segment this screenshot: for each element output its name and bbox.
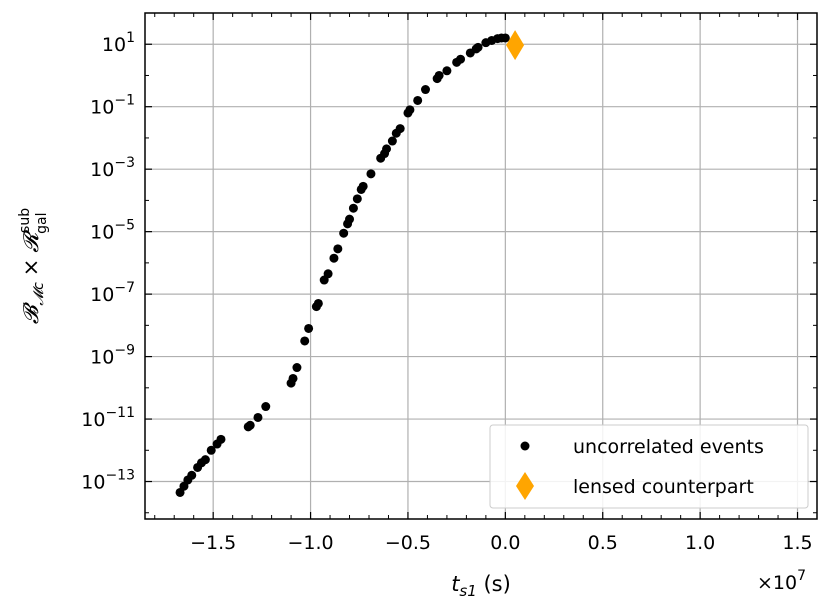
y-tick-label: 10−7 (90, 280, 135, 306)
legend-marker-lensed (516, 472, 534, 500)
y-tick-labels: 101 10−1 10−3 10−5 10−7 10−9 10−11 10−13 (81, 30, 135, 493)
data-point-uncorrelated (473, 42, 483, 52)
data-point-uncorrelated (206, 445, 216, 455)
data-point-uncorrelated (456, 54, 466, 64)
x-tick-label: −0.5 (385, 532, 431, 554)
y-tick-label: 10−5 (90, 218, 135, 244)
x-tick-label: −1.0 (287, 532, 333, 554)
data-point-uncorrelated (300, 336, 310, 346)
y-tick-label: 10−1 (90, 93, 135, 119)
data-point-uncorrelated (434, 70, 444, 80)
data-point-uncorrelated (348, 203, 358, 213)
data-point-uncorrelated (382, 144, 392, 154)
data-point-uncorrelated (395, 124, 405, 134)
data-point-uncorrelated (292, 363, 302, 373)
data-point-uncorrelated (352, 194, 362, 204)
data-point-uncorrelated (420, 85, 430, 95)
y-tick-label: 101 (102, 30, 135, 56)
data-point-uncorrelated (358, 181, 368, 191)
data-point-uncorrelated (413, 95, 423, 105)
y-tick-label: 10−3 (90, 155, 135, 181)
data-point-uncorrelated (366, 169, 376, 179)
x-tick-label: 1.0 (685, 532, 715, 554)
data-point-uncorrelated (261, 402, 271, 412)
data-point-uncorrelated (329, 253, 339, 263)
x-tick-label: 1.5 (782, 532, 812, 554)
legend-label-lensed: lensed counterpart (573, 476, 754, 498)
plot-frame (144, 12, 818, 520)
axis-ticks (145, 12, 818, 519)
data-point-uncorrelated (339, 228, 349, 238)
data-point-uncorrelated (405, 105, 415, 115)
x-tick-labels: −1.5 −1.0 −0.5 0.0 0.5 1.0 1.5 (190, 532, 813, 554)
data-point-uncorrelated (187, 470, 197, 480)
y-axis-label: 𝓑𝓜c×𝓡subgal (17, 208, 50, 324)
data-point-uncorrelated (253, 412, 263, 422)
x-tick-label: 0.0 (490, 532, 520, 554)
x-axis-label: ts1 (s) (451, 572, 511, 600)
data-point-uncorrelated (323, 269, 333, 279)
data-point-uncorrelated (345, 214, 355, 224)
data-point-uncorrelated (288, 373, 298, 383)
y-tick-label: 10−9 (90, 343, 135, 369)
x-offset-label: ×107 (757, 568, 806, 594)
data-point-uncorrelated (216, 434, 226, 444)
data-point-uncorrelated (313, 298, 323, 308)
data-point-uncorrelated (200, 455, 210, 465)
legend: uncorrelated events lensed counterpart (489, 424, 809, 509)
legend-box (489, 424, 809, 509)
data-point-uncorrelated (442, 66, 452, 76)
x-tick-label: −1.5 (190, 532, 236, 554)
data-point-uncorrelated (245, 420, 255, 430)
x-tick-label: 0.5 (588, 532, 618, 554)
data-point-lensed (506, 30, 525, 61)
grid-lines (145, 13, 817, 519)
y-tick-label: 10−11 (81, 405, 135, 431)
y-tick-label: 10−13 (81, 468, 135, 494)
data-point-uncorrelated (304, 323, 314, 333)
legend-label-uncorrelated: uncorrelated events (573, 436, 764, 458)
data-point-uncorrelated (500, 33, 510, 43)
data-point-uncorrelated (387, 136, 397, 146)
legend-marker-uncorrelated (520, 441, 530, 451)
data-point-uncorrelated (333, 244, 343, 254)
data-points (175, 30, 525, 497)
